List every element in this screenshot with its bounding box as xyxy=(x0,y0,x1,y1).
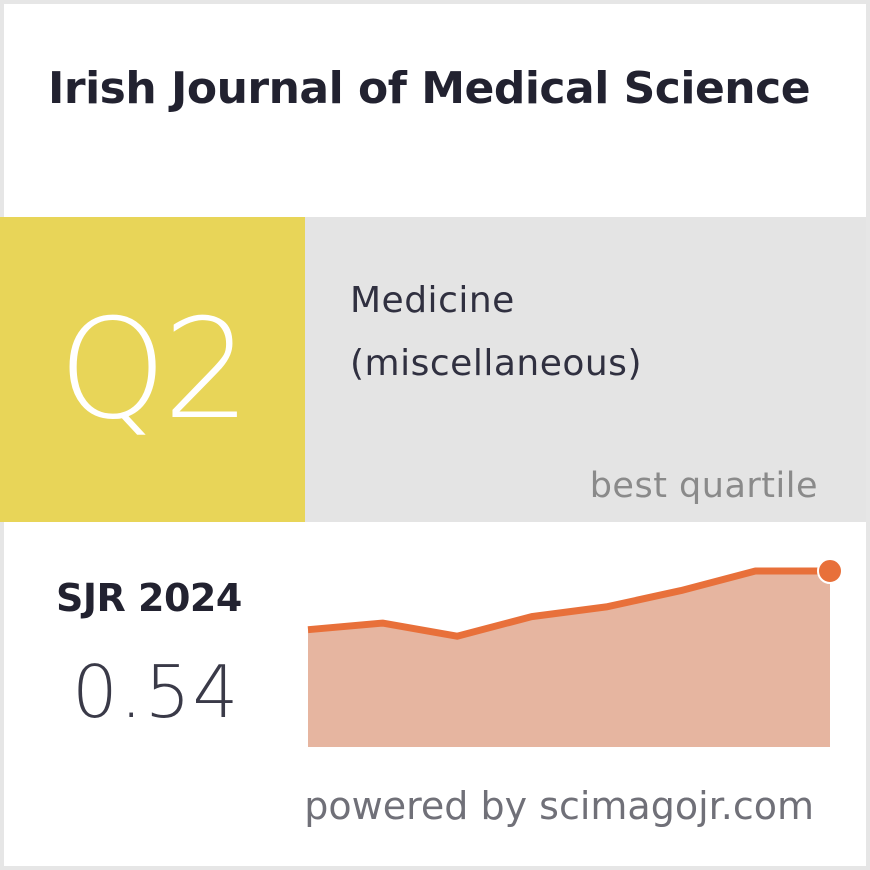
category-word-2: (miscellaneous) xyxy=(350,343,642,384)
chart-area xyxy=(308,571,830,747)
sjr-widget[interactable]: Irish Journal of Medical Science Q2 Medi… xyxy=(0,4,866,866)
quartile-box: Q2 xyxy=(0,217,305,522)
best-quartile-label: best quartile xyxy=(589,466,818,506)
subject-category: Medicine (miscellaneous) xyxy=(350,269,642,395)
chart-line xyxy=(307,567,830,640)
category-word-1: Medicine xyxy=(350,280,515,321)
sjr-value: 0.54 xyxy=(72,650,241,734)
chart-last-point xyxy=(817,558,843,584)
journal-title: Irish Journal of Medical Science xyxy=(48,63,811,114)
sjr-year-label: SJR 2024 xyxy=(56,576,242,620)
category-box: Medicine (miscellaneous) best quartile xyxy=(305,217,866,522)
powered-by-link[interactable]: powered by scimagojr.com xyxy=(304,784,814,828)
sjr-trend-chart xyxy=(307,558,843,747)
quartile-label: Q2 xyxy=(58,289,250,450)
